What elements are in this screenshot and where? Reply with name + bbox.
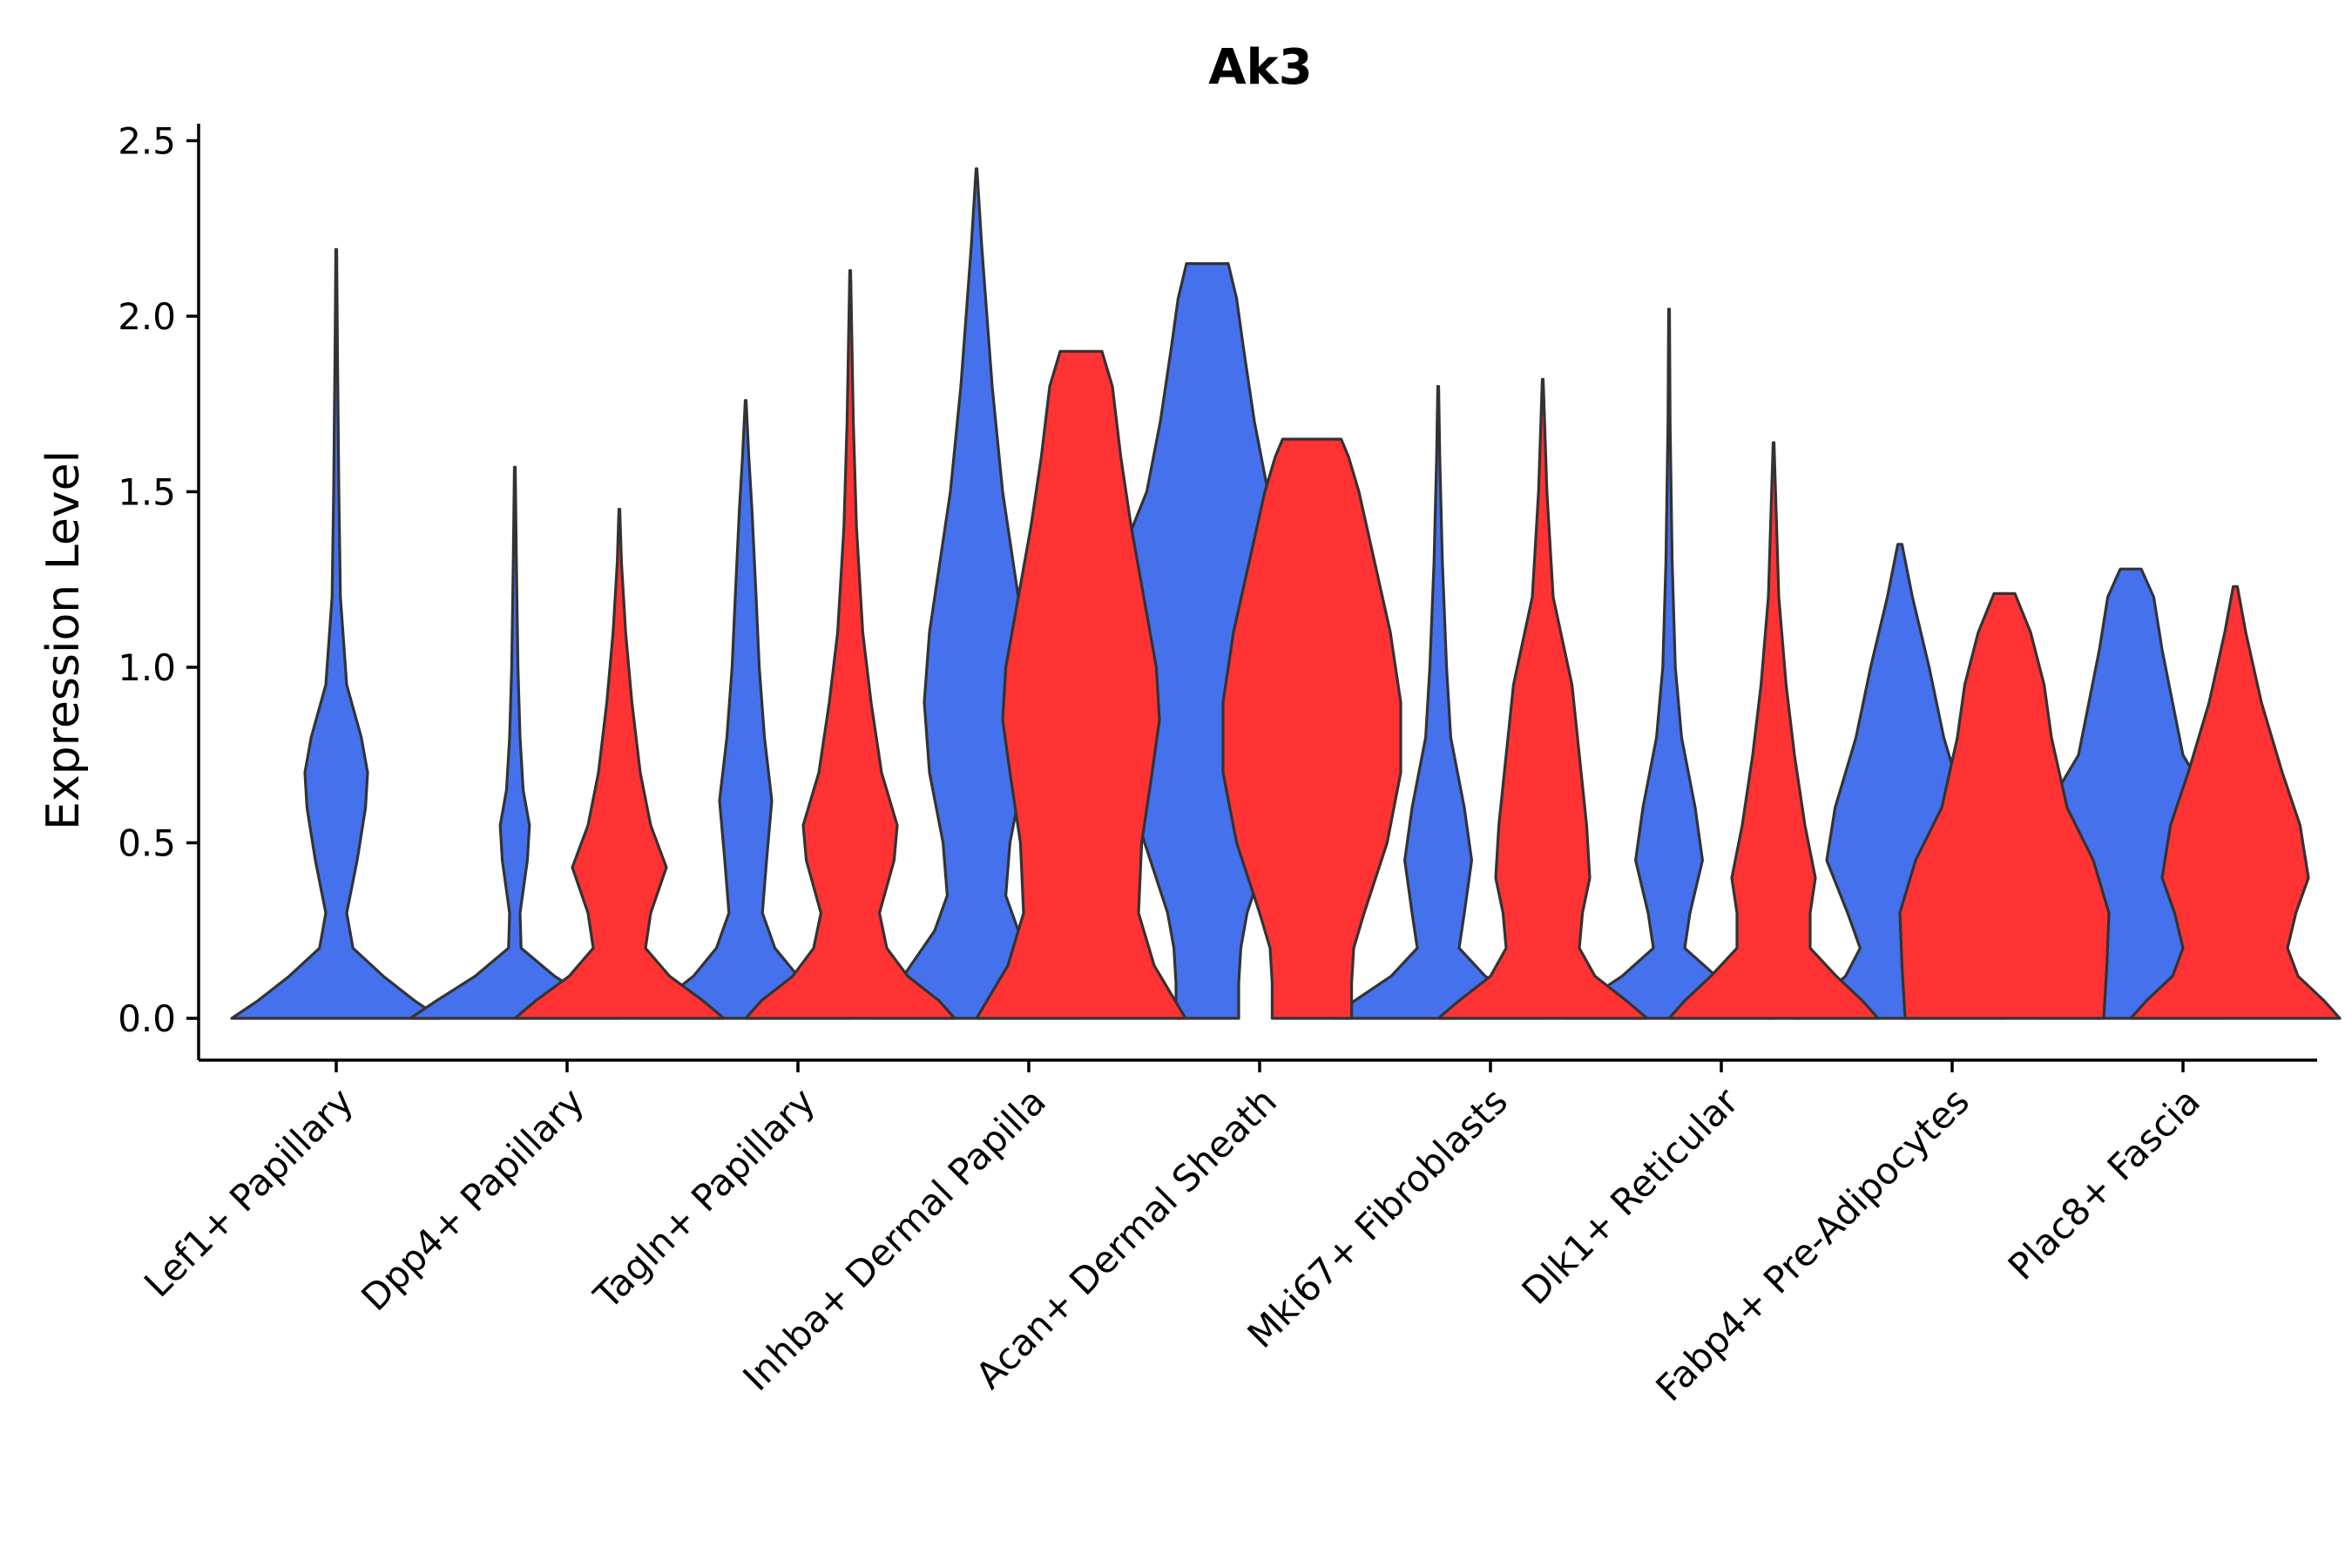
violin-mki67-fibroblasts-group-1 [1332,385,1544,1020]
violin-tagln-papillary-group-2 [744,269,956,1020]
y-tick-label: 0.5 [118,822,176,865]
chart-title: Ak3 [1208,39,1313,96]
violin-lef1-papillary-group-1 [230,247,443,1020]
x-tick-label-tagln-papillary: Tagln+ Papillary [585,1079,823,1317]
violin-inhba-dermal-papilla-group-1 [870,167,1083,1020]
x-tick-label-lef1-papillary: Lef1+ Papillary [136,1079,362,1305]
y-axis: 0.0 0.5 1.0 1.5 2.0 2.5 [118,120,200,1060]
x-tick-label-mki67-fibroblasts: Mki67+ Fibroblasts [1240,1079,1516,1355]
violin-plac8-fascia-group-2 [2129,585,2342,1020]
y-tick-label: 2.5 [118,120,176,163]
x-tick-label-plac8-fascia: Plac8+ Fascia [2000,1079,2208,1288]
violin-tagln-papillary-group-1 [639,399,852,1020]
y-tick-label: 1.0 [118,646,176,689]
x-tick-label-dpp4-papillary: Dpp4+ Papillary [353,1079,592,1319]
y-tick-label: 2.0 [118,295,176,338]
violin-dlk1-reticular-group-1 [1563,308,1775,1020]
violin-inhba-dermal-papilla-group-2 [975,349,1187,1020]
violin-dlk1-reticular-group-2 [1667,441,1880,1020]
violin-fabp4-pre-adipocytes-group-2 [1898,591,2111,1020]
violin-layer [230,167,2342,1020]
y-tick-label: 0.0 [118,997,176,1040]
x-tick-label-dlk1-reticular: Dlk1+ Reticular [1514,1079,1747,1313]
violin-mki67-fibroblasts-group-2 [1436,377,1649,1020]
y-tick-label: 1.5 [118,471,176,514]
violin-dpp4-papillary-group-2 [513,508,726,1020]
y-axis-label: Expression Level [37,450,90,830]
violin-dpp4-papillary-group-1 [409,465,621,1020]
violin-acan-dermal-sheath-group-2 [1221,437,1402,1020]
